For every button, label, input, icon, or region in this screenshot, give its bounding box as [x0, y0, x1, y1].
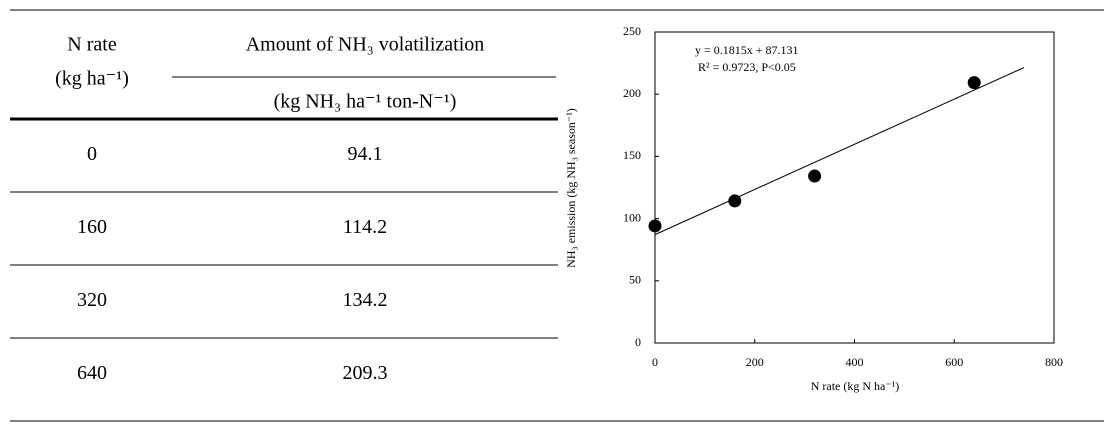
x-tick-label: 200	[746, 355, 764, 369]
x-tick-label: 600	[945, 355, 963, 369]
y-tick-label: 100	[623, 210, 641, 224]
x-tick-label: 0	[652, 355, 658, 369]
y-tick-label: 200	[623, 86, 641, 100]
x-tick-label: 800	[1045, 355, 1063, 369]
y-tick-label: 250	[623, 24, 641, 38]
point	[967, 76, 981, 90]
point	[728, 194, 742, 208]
column-unit: (kg ha⁻¹)	[55, 68, 129, 90]
y-tick-label: 50	[629, 273, 641, 287]
cell: 320	[77, 289, 107, 311]
cell: 209.3	[343, 362, 388, 384]
cell: 134.2	[343, 289, 388, 311]
cell: 0	[87, 143, 97, 165]
annotation: y = 0.1815x + 87.131	[695, 43, 799, 57]
point	[648, 219, 662, 233]
trendline	[654, 67, 1025, 236]
cell: 160	[77, 216, 107, 238]
y-tick-label: 0	[635, 335, 641, 349]
column-unit: (kg NH₃ ha⁻¹ ton-N⁻¹)	[274, 91, 457, 113]
cell: 94.1	[348, 143, 383, 165]
x-axis-label: N rate (kg N ha⁻¹)	[811, 379, 900, 393]
annotation: R² = 0.9723, P<0.05	[698, 60, 796, 74]
plot-frame	[654, 31, 1055, 344]
point	[808, 169, 822, 183]
x-tick-label: 400	[846, 355, 864, 369]
y-axis-label: NH₃ emission (kg NH₃ season⁻¹)	[564, 108, 578, 268]
y-tick-label: 150	[623, 148, 641, 162]
cell: 640	[77, 362, 107, 384]
cell: 114.2	[343, 216, 387, 238]
column-header: N rate	[67, 34, 117, 56]
column-header: Amount of NH₃ volatilization	[246, 34, 485, 56]
